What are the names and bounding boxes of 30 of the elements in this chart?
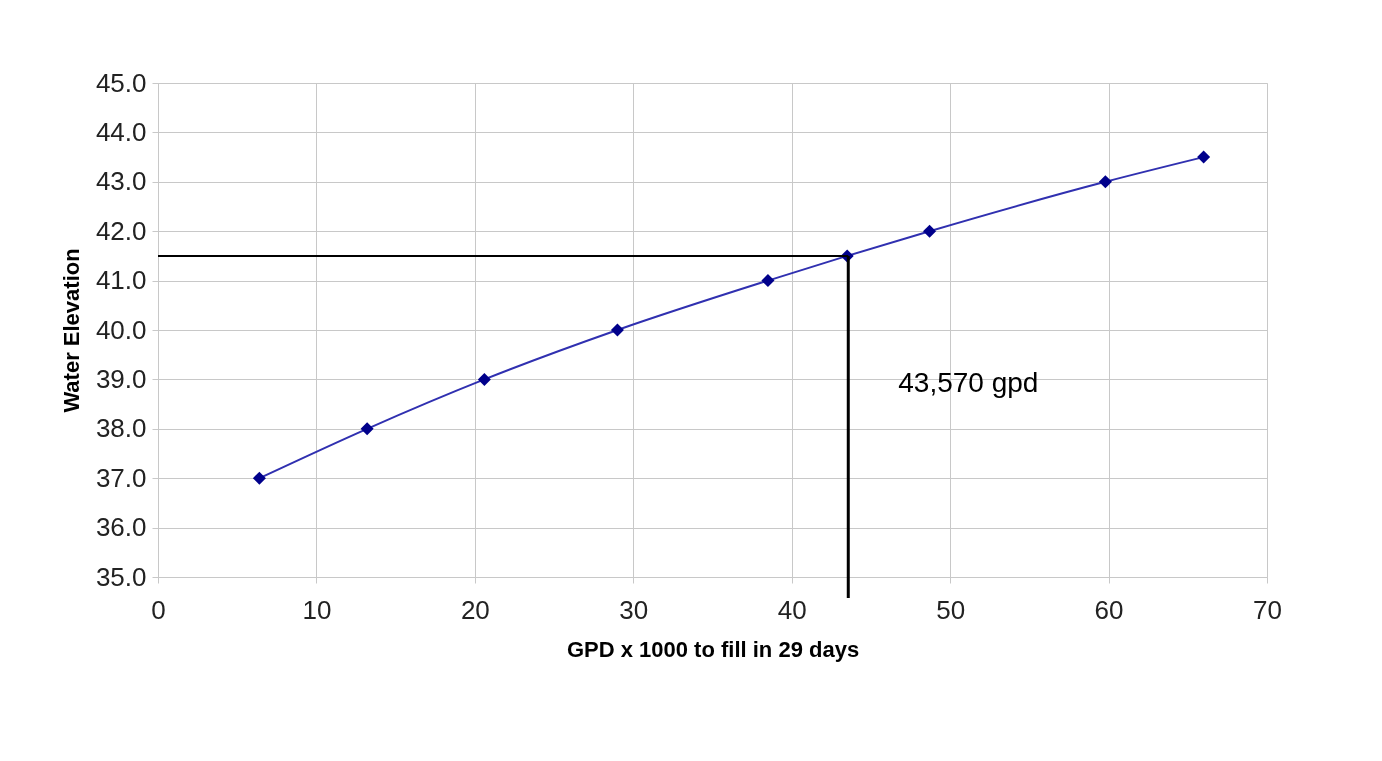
ref-line-label: 43,570 gpd (898, 367, 1039, 399)
point (1197, 150, 1211, 164)
y-tick-label: 38.0 (95, 413, 147, 444)
y-tick-label: 41.0 (95, 265, 147, 296)
y-tick-label: 36.0 (95, 512, 147, 543)
x-tick-label: 20 (460, 594, 490, 625)
point (252, 471, 266, 485)
x-tick-label: 40 (777, 594, 807, 625)
x-tick-label: 30 (619, 594, 649, 625)
x-tick-label: 60 (1094, 594, 1124, 625)
y-tick-label: 45.0 (95, 67, 147, 98)
y-tick-label: 35.0 (95, 561, 147, 592)
y-axis-title: Water Elevation (58, 248, 84, 413)
y-tick-label: 39.0 (95, 363, 147, 394)
x-tick-label: 0 (151, 594, 166, 625)
x-tick-label: 10 (302, 594, 332, 625)
x-axis-title: GPD x 1000 to fill in 29 days (566, 636, 860, 662)
y-tick-label: 44.0 (95, 116, 147, 147)
point (761, 274, 775, 288)
y-tick-label: 43.0 (95, 166, 147, 197)
y-tick-label: 42.0 (95, 215, 147, 246)
x-tick-label: 70 (1253, 594, 1282, 625)
y-tick-label: 40.0 (95, 314, 147, 345)
y-tick-label: 37.0 (95, 462, 147, 493)
point (610, 323, 624, 337)
point (477, 372, 491, 386)
point (923, 224, 937, 238)
x-tick-label: 50 (936, 594, 966, 625)
point (1098, 175, 1112, 189)
point (360, 422, 374, 436)
